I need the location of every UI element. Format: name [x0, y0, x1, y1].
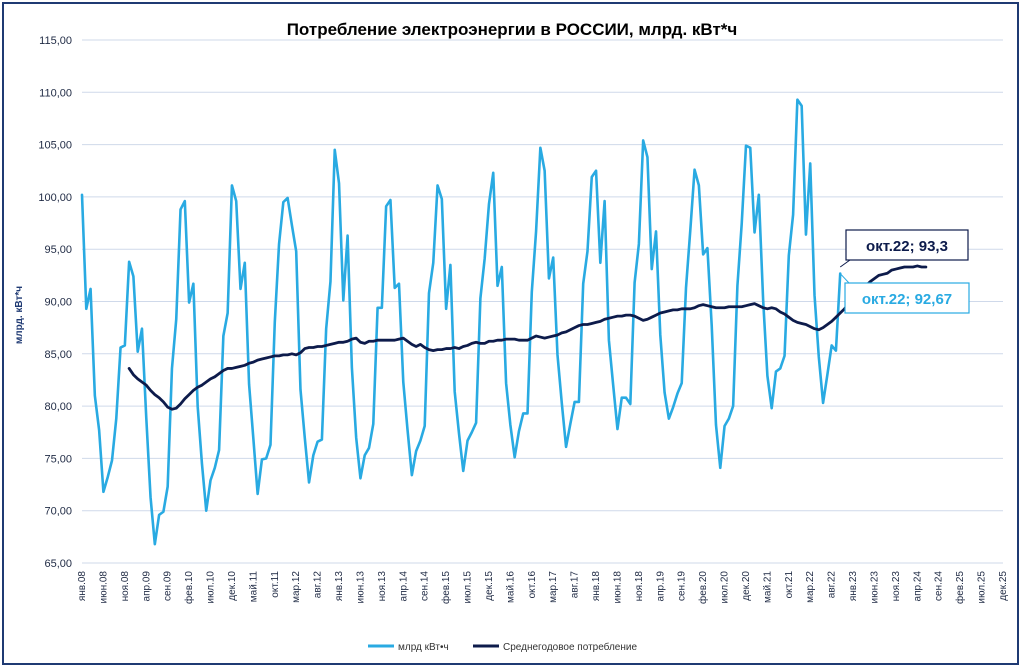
x-tick-label: июн.08 — [98, 571, 109, 604]
y-tick-label: 80,00 — [44, 401, 72, 413]
x-tick-label: май.21 — [762, 571, 773, 603]
callout-label: окт.22; 92,67 — [862, 291, 952, 308]
x-tick-label: июл.20 — [720, 571, 731, 604]
series-lines — [80, 98, 928, 546]
x-tick-label: дек.25 — [998, 571, 1009, 601]
legend-label: млрд кВт•ч — [398, 642, 449, 653]
callout-box — [844, 282, 970, 314]
x-tick-label: апр.24 — [912, 571, 923, 602]
x-tick-label: мар.22 — [805, 571, 816, 603]
y-tick-label: 100,00 — [38, 192, 72, 204]
x-tick-label: окт.21 — [784, 571, 795, 599]
x-tick-label: ноя.08 — [120, 571, 131, 602]
x-tick-label: апр.19 — [655, 571, 666, 602]
series-line-monthly — [80, 98, 842, 546]
x-tick-label: сен.19 — [677, 571, 688, 601]
callout-label: окт.22; 93,3 — [866, 238, 948, 255]
x-tick-label: мар.17 — [548, 571, 559, 603]
legend: млрд кВт•ч Среднегодовое потребление — [368, 641, 637, 653]
x-tick-label: авг.22 — [827, 571, 838, 599]
x-tick-label: фев.25 — [954, 571, 966, 604]
x-tick-label: авг.12 — [313, 571, 324, 599]
series-line-annual-average — [127, 264, 928, 411]
x-tick-label: апр.14 — [398, 571, 409, 602]
y-tick-label: 70,00 — [44, 506, 72, 518]
x-tick-label: фев.10 — [183, 571, 195, 604]
x-tick-label: янв.13 — [334, 571, 345, 602]
x-tick-label: июл.15 — [463, 571, 474, 604]
legend-label: Среднегодовое потребление — [503, 641, 637, 653]
y-tick-label: 90,00 — [44, 297, 72, 309]
callouts: окт.22; 93,3 окт.22; 92,67 — [839, 229, 970, 314]
x-tick-label: апр.09 — [141, 571, 152, 602]
x-tick-label: окт.11 — [270, 571, 281, 598]
x-tick-label: янв.23 — [848, 571, 859, 602]
x-tick-label: июн.23 — [869, 571, 880, 604]
callout-box — [845, 229, 969, 261]
y-tick-label: 105,00 — [38, 140, 72, 152]
x-tick-label: фев.15 — [440, 571, 452, 604]
x-tick-label: фев.20 — [697, 571, 709, 604]
x-tick-label: авг.17 — [570, 571, 581, 599]
y-tick-label: 85,00 — [44, 349, 72, 361]
x-tick-label: дек.20 — [741, 571, 752, 601]
y-tick-label: 65,00 — [44, 558, 72, 570]
x-tick-label: сен.14 — [420, 571, 431, 601]
y-tick-label: 110,00 — [39, 87, 72, 99]
x-tick-label: окт.16 — [527, 571, 538, 599]
y-tick-label: 115,00 — [39, 35, 72, 47]
x-axis-tick-labels: янв.08 июн.08 ноя.08 апр.09 сен.09 фев.10 июл.… — [77, 571, 1009, 604]
x-tick-label: дек.10 — [227, 571, 238, 601]
x-tick-label: май.16 — [505, 571, 516, 603]
x-tick-label: янв.18 — [591, 571, 602, 602]
x-tick-label: июл.25 — [977, 571, 988, 604]
x-tick-label: май.11 — [248, 571, 259, 603]
chart-title: Потребление электроэнергии в РОССИИ, млр… — [287, 20, 738, 39]
x-tick-label: июн.13 — [355, 571, 366, 604]
x-tick-label: ноя.23 — [891, 571, 902, 602]
y-tick-label: 75,00 — [44, 453, 72, 465]
x-tick-label: июл.10 — [206, 571, 217, 604]
x-tick-label: янв.08 — [77, 571, 88, 602]
y-axis-label: млрд. кВт*ч — [14, 286, 25, 344]
x-tick-label: ноя.18 — [634, 571, 645, 602]
x-tick-label: сен.09 — [163, 571, 174, 601]
callout-leader — [839, 273, 850, 284]
x-tick-label: мар.12 — [291, 571, 302, 603]
x-tick-label: ноя.13 — [377, 571, 388, 602]
x-tick-label: дек.15 — [484, 571, 495, 601]
callout-leader — [839, 259, 851, 268]
y-axis-tick-labels: 65,00 70,00 75,00 80,00 85,00 90,00 95,00 100,0… — [38, 35, 72, 570]
x-tick-label: сен.24 — [934, 571, 945, 601]
y-tick-label: 95,00 — [44, 244, 72, 256]
x-tick-label: июн.18 — [612, 571, 623, 604]
